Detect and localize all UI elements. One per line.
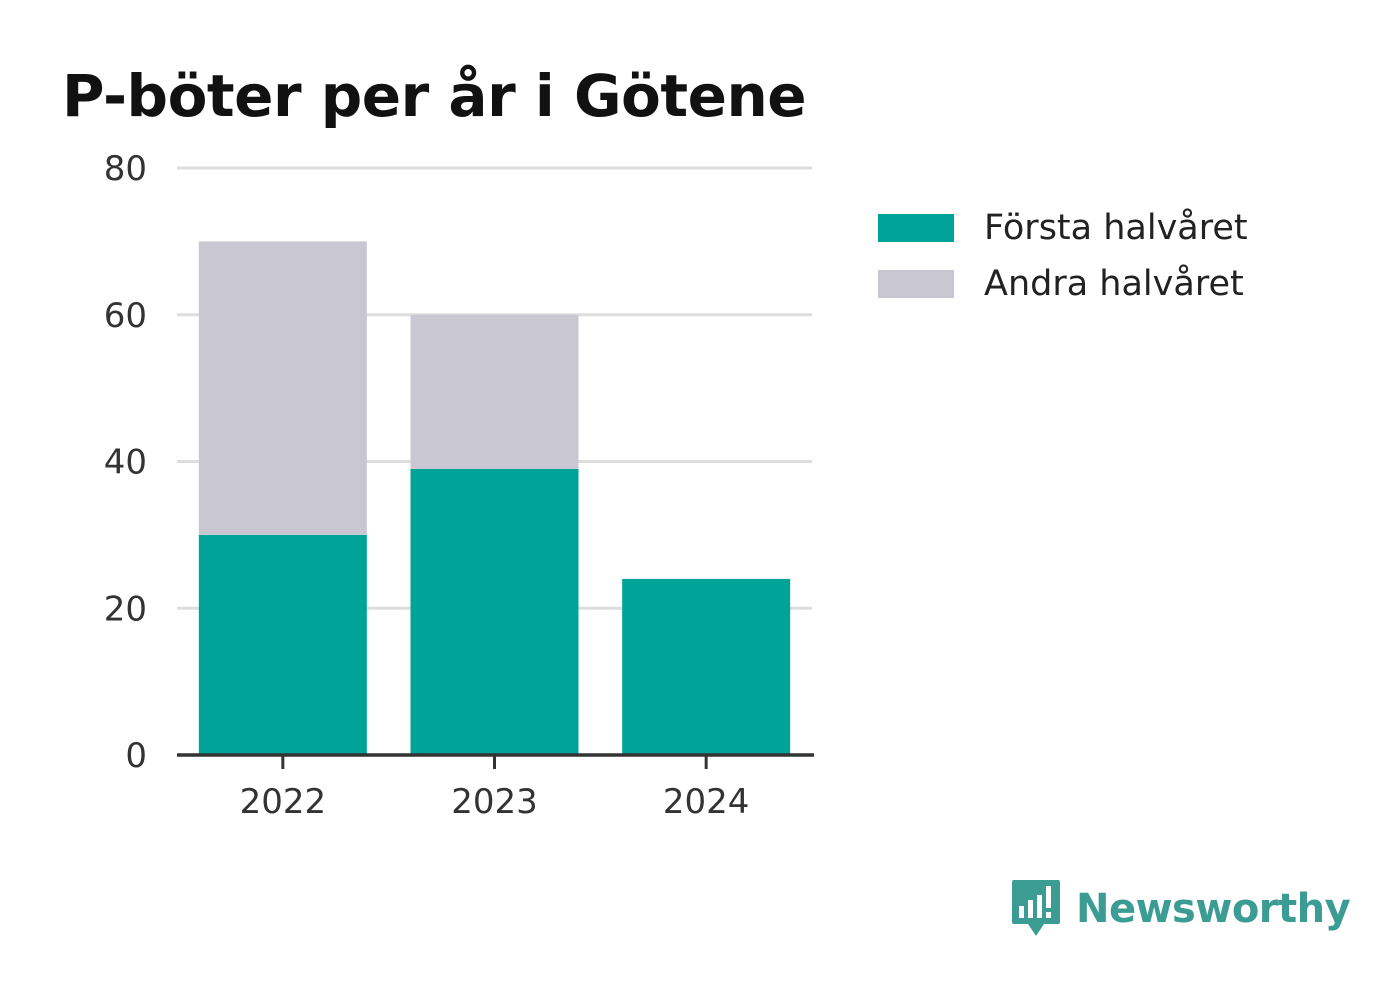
legend-swatch-first-half	[878, 214, 954, 242]
legend-swatch-second-half	[878, 270, 954, 298]
y-tick-label: 0	[125, 736, 147, 776]
legend-item-first-half: Första halvåret	[878, 200, 1248, 256]
bar-2022-series-2	[198, 241, 367, 535]
x-tick-label: 2022	[240, 782, 327, 822]
bar-2022-series-1	[198, 534, 367, 755]
brand-name: Newsworthy	[1076, 886, 1351, 932]
newsworthy-logo-icon	[1012, 880, 1060, 936]
legend-label-first-half: Första halvåret	[984, 208, 1248, 248]
bar-2024-series-1	[622, 578, 791, 755]
y-tick-label: 40	[104, 443, 147, 483]
bar-2023-series-2	[410, 314, 579, 469]
x-tick-label: 2023	[451, 782, 538, 822]
legend-label-second-half: Andra halvåret	[984, 264, 1244, 304]
bars	[198, 241, 791, 755]
y-tick-label: 80	[104, 149, 147, 189]
brand: Newsworthy	[1010, 878, 1351, 940]
legend: Första halvåret Andra halvåret	[878, 200, 1248, 312]
bar-2023-series-1	[410, 468, 579, 755]
x-tick-label: 2024	[663, 782, 750, 822]
y-tick-label: 20	[104, 589, 147, 629]
axes: 0 20 40 60 80 2022 2023 2024	[104, 149, 814, 822]
y-tick-label: 60	[104, 296, 147, 336]
legend-item-second-half: Andra halvåret	[878, 256, 1248, 312]
chart-title: P-böter per år i Götene	[62, 62, 807, 130]
